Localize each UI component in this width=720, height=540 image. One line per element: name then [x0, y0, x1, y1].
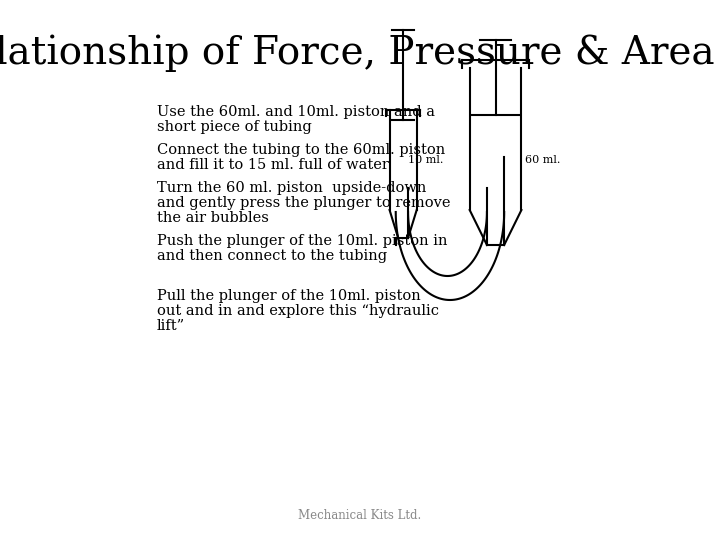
Text: out and in and explore this “hydraulic: out and in and explore this “hydraulic — [157, 304, 438, 318]
Text: Relationship of Force, Pressure & Area - 2: Relationship of Force, Pressure & Area -… — [0, 35, 720, 72]
Text: 60 ml.: 60 ml. — [524, 155, 560, 165]
Text: and fill it to 15 ml. full of water: and fill it to 15 ml. full of water — [157, 158, 389, 172]
Text: lift”: lift” — [157, 319, 185, 333]
Text: and then connect to the tubing: and then connect to the tubing — [157, 249, 387, 263]
Text: and gently press the plunger to remove: and gently press the plunger to remove — [157, 196, 450, 210]
Text: 10 ml.: 10 ml. — [408, 155, 444, 165]
Text: Mechanical Kits Ltd.: Mechanical Kits Ltd. — [298, 509, 422, 522]
Text: Pull the plunger of the 10ml. piston: Pull the plunger of the 10ml. piston — [157, 289, 420, 303]
Text: Turn the 60 ml. piston  upside-down: Turn the 60 ml. piston upside-down — [157, 181, 426, 195]
Text: Use the 60ml. and 10ml. piston and a: Use the 60ml. and 10ml. piston and a — [157, 105, 435, 119]
Text: Connect the tubing to the 60ml. piston: Connect the tubing to the 60ml. piston — [157, 143, 445, 157]
Text: short piece of tubing: short piece of tubing — [157, 120, 312, 134]
Text: Push the plunger of the 10ml. piston in: Push the plunger of the 10ml. piston in — [157, 234, 447, 248]
Text: the air bubbles: the air bubbles — [157, 211, 269, 225]
